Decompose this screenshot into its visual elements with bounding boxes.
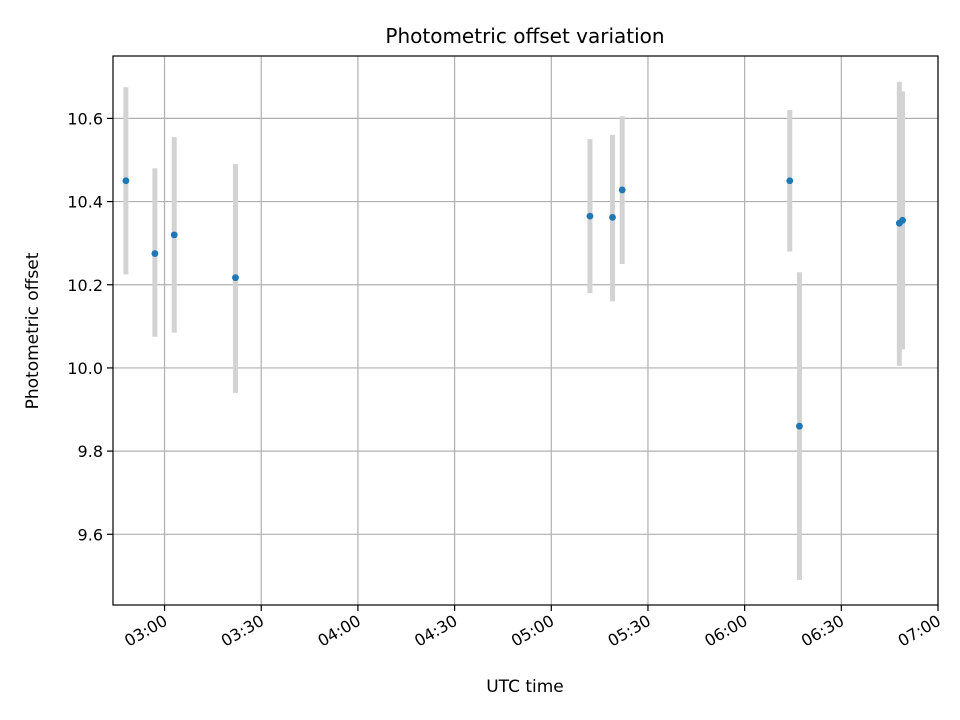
plot-frame (112, 55, 939, 606)
y-tick-label: 10.2 (67, 276, 103, 295)
y-tick-label: 10.4 (67, 193, 103, 212)
x-axis-ticks: 03:00 03:30 04:00 04:30 05:00 05:30 06:00 06:30… (121, 605, 944, 651)
data-point (618, 186, 626, 194)
x-tick-label: 05:00 (508, 611, 557, 651)
x-tick-label: 03:30 (218, 611, 267, 651)
x-tick-label: 04:30 (411, 611, 460, 651)
x-tick-label: 07:00 (895, 611, 944, 651)
data-point (609, 213, 616, 221)
data-point (786, 177, 794, 185)
data-point (151, 250, 159, 257)
x-tick-label: 06:30 (798, 611, 847, 651)
data-point (899, 216, 906, 224)
y-tick-label: 10.6 (67, 109, 103, 128)
x-tick-label: 04:00 (314, 611, 363, 651)
y-tick-label: 9.6 (78, 525, 103, 544)
y-tick-label: 9.8 (78, 442, 103, 461)
errorbars (123, 81, 906, 581)
data-point (122, 177, 130, 185)
y-axis-label: Photometric offset (23, 252, 43, 409)
y-axis-ticks: 9.6 9.8 10.0 10.2 10.4 10.6 (67, 109, 113, 544)
y-tick-label: 10.0 (67, 359, 103, 378)
data-points (122, 177, 906, 430)
data-point (232, 274, 239, 282)
x-tick-label: 03:00 (121, 611, 170, 651)
chart-title: Photometric offset variation (385, 24, 664, 48)
x-axis-label: UTC time (486, 677, 564, 697)
data-point (586, 212, 594, 220)
x-tick-label: 06:00 (701, 611, 750, 651)
data-point (796, 422, 803, 430)
data-point (170, 231, 178, 239)
x-tick-label: 05:30 (605, 611, 654, 651)
